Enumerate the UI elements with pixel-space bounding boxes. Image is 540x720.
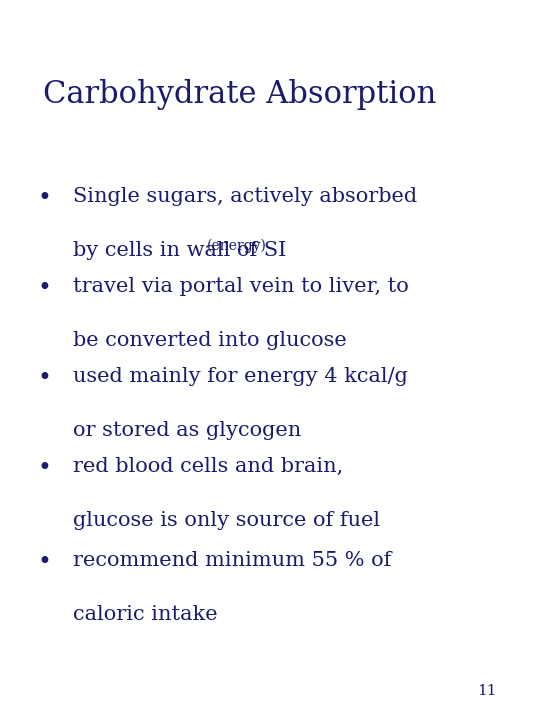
Text: recommend minimum 55 % of: recommend minimum 55 % of [73,551,392,570]
Text: or stored as glycogen: or stored as glycogen [73,421,301,440]
Text: by cells in wall of SI: by cells in wall of SI [73,241,293,260]
Text: travel via portal vein to liver, to: travel via portal vein to liver, to [73,277,409,296]
Text: glucose is only source of fuel: glucose is only source of fuel [73,511,380,530]
Text: used mainly for energy 4 kcal/g: used mainly for energy 4 kcal/g [73,367,408,386]
Text: •: • [38,457,52,480]
Text: caloric intake: caloric intake [73,605,218,624]
Text: be converted into glucose: be converted into glucose [73,331,347,350]
Text: •: • [38,367,52,390]
Text: red blood cells and brain,: red blood cells and brain, [73,457,343,476]
Text: •: • [38,551,52,574]
Text: 11: 11 [477,685,497,698]
Text: (energy): (energy) [207,239,267,253]
Text: •: • [38,187,52,210]
Text: •: • [38,277,52,300]
Text: Carbohydrate Absorption: Carbohydrate Absorption [43,79,436,110]
Text: Single sugars, actively absorbed: Single sugars, actively absorbed [73,187,417,206]
